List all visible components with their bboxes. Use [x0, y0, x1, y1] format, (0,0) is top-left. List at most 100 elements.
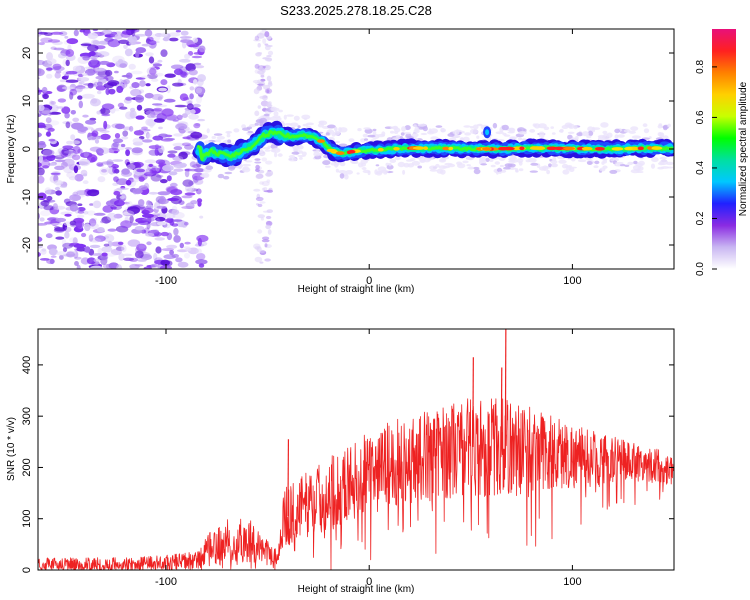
spectrogram-blob	[38, 175, 45, 184]
spectrogram-blob	[38, 68, 45, 77]
spectrogram-peak	[611, 147, 624, 151]
spectrogram-blob	[490, 164, 496, 168]
spectrogram-blob	[140, 75, 150, 79]
spectrogram-blob	[106, 263, 112, 269]
spectrogram-blob	[65, 70, 78, 75]
spectrogram-blob	[516, 158, 524, 163]
spectrogram-blob	[145, 131, 150, 139]
spectrogram-blob	[617, 134, 625, 138]
spectrogram-blob	[127, 35, 138, 44]
spectrogram-blob	[89, 222, 99, 230]
spectrogram-blob	[179, 242, 184, 249]
spectrogram-blob	[539, 131, 545, 136]
spectrogram-blob	[39, 217, 45, 222]
spectrogram-blob	[559, 128, 564, 133]
spectrogram-blob	[91, 130, 99, 138]
spectrogram-blob	[157, 96, 163, 101]
spectrogram-blob	[64, 226, 72, 233]
spectrogram-blob	[593, 165, 599, 169]
colorbar: 0.0 0.2 0.4 0.6 0.8 Normalized spectral ampl…	[695, 29, 749, 276]
spectrogram-blob	[532, 123, 537, 127]
spectrogram-blob	[181, 195, 193, 199]
spectrogram-blob	[153, 107, 163, 112]
spectrogram-blob	[178, 162, 187, 168]
spectrogram-content	[38, 29, 674, 269]
spectrogram-blob	[462, 160, 469, 164]
spectrogram-blob	[189, 86, 195, 91]
spectrogram-blob	[77, 207, 86, 212]
spectrogram-blob	[254, 246, 260, 250]
spectrogram-blob	[184, 252, 190, 259]
spectrogram-blob	[38, 42, 45, 46]
spectrogram-peak	[647, 146, 654, 150]
spectrogram-blob	[558, 159, 567, 164]
spectrogram-blob	[216, 136, 225, 140]
spectrogram-blob	[173, 146, 183, 151]
spectrogram-blob	[195, 259, 208, 265]
spectrogram-blob	[594, 160, 600, 165]
spectrogram-blob	[322, 160, 331, 166]
spectrogram-blob	[291, 151, 300, 155]
spectrogram-blob	[87, 154, 98, 163]
snr-spike	[287, 439, 290, 517]
spectrogram-blob	[95, 41, 101, 45]
spectrogram-blob	[539, 166, 546, 171]
spectrogram-blob	[413, 124, 417, 128]
spectrogram-blob	[39, 258, 50, 261]
colorbar-tick-label: 0.0	[695, 262, 706, 276]
spectrogram-blob	[42, 149, 55, 157]
spectrogram-blob	[403, 162, 410, 168]
spectrogram-blob	[184, 192, 196, 196]
spectrogram-blob	[138, 199, 145, 207]
spectrogram-blob	[265, 57, 272, 62]
spectrogram-blob	[103, 120, 108, 130]
spectrogram-blob	[546, 169, 550, 175]
spectrogram-blob	[119, 78, 124, 87]
spectrogram-blob	[86, 257, 96, 265]
spectrogram-blob	[101, 169, 108, 173]
spectrogram-peak	[519, 146, 525, 151]
spectrogram-blob	[88, 234, 94, 242]
spectrogram-blob	[122, 253, 133, 257]
spectrogram-blob	[134, 94, 145, 103]
spectrogram-blob	[112, 159, 124, 162]
spectrogram-blob	[254, 122, 259, 126]
spectrogram-blob	[135, 33, 147, 37]
spectrogram-peak	[377, 148, 384, 152]
spectrogram-blob	[297, 145, 304, 150]
spectrogram-blob	[76, 214, 85, 218]
spectrogram-blob	[137, 220, 151, 225]
spectrogram-blob	[61, 106, 71, 114]
spectrogram-blob	[172, 142, 185, 147]
spectrogram-blob	[42, 93, 49, 100]
spectrogram-blob	[338, 143, 348, 147]
spectrogram-blob	[390, 130, 395, 134]
spectrogram-blob	[261, 157, 268, 162]
spectrogram-blob	[586, 135, 592, 138]
spectrogram-blob	[173, 235, 181, 243]
spectrogram-blob	[266, 55, 272, 58]
spectrogram-blob	[193, 52, 203, 55]
spectrogram-blob	[50, 223, 63, 226]
spectrogram-blob	[265, 160, 273, 165]
spectrogram-blob	[633, 160, 638, 165]
spectrogram-blob	[73, 165, 79, 174]
spectrogram-blob	[114, 133, 121, 139]
spectrogram-blob	[159, 196, 166, 205]
spectrogram-blob	[469, 128, 479, 135]
spectrogram-blob	[249, 124, 256, 128]
spectrogram-blob	[130, 70, 143, 75]
spectrogram-blob	[562, 169, 570, 175]
spectrogram-blob	[87, 82, 94, 89]
spectrogram-peak	[317, 139, 325, 143]
spectrogram-blob	[46, 67, 53, 71]
spectrogram-blob	[105, 87, 110, 96]
snr-spike	[472, 357, 474, 447]
spectrogram-blob	[402, 132, 412, 135]
spectrogram-blob	[374, 169, 378, 175]
spectrogram-blob	[170, 64, 184, 70]
spectrogram-blob	[271, 147, 281, 153]
spectrogram-blob	[58, 52, 67, 59]
spectrogram-blob	[201, 172, 210, 178]
spectrogram-blob	[317, 123, 324, 128]
